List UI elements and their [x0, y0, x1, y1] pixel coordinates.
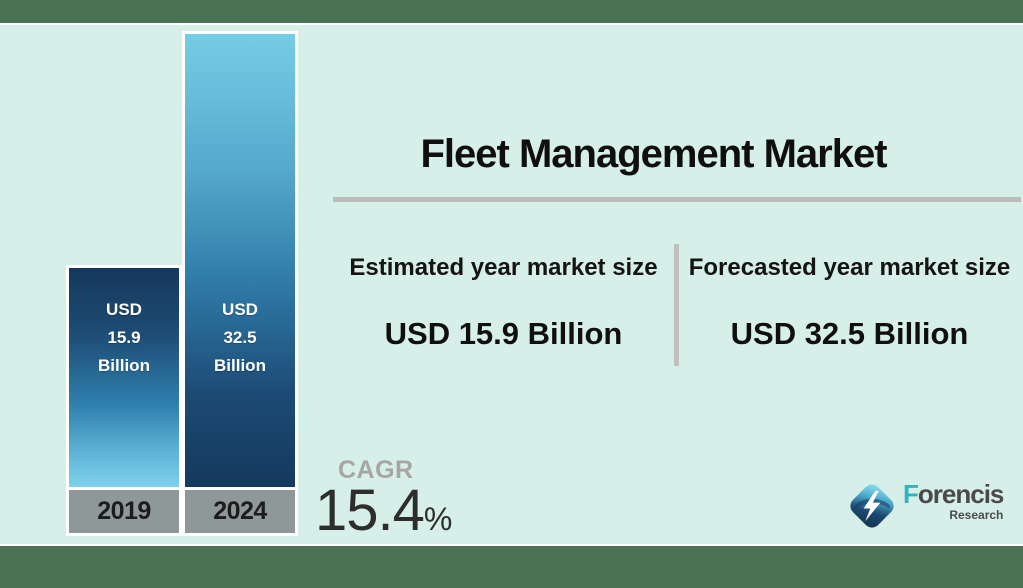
bar-2024 [182, 31, 298, 490]
cagr-label: CAGR [338, 456, 414, 484]
forecasted-heading: Forecasted year market size [688, 254, 1011, 281]
forecasted-value: USD 32.5 Billion [730, 316, 969, 351]
bar-2024-line1: USD [222, 300, 258, 319]
market-size-columns: Estimated year market size USD 15.9 Bill… [333, 240, 1020, 370]
bar-2019 [66, 265, 182, 490]
forecasted-column: Forecasted year market size USD 32.5 Bil… [679, 240, 1020, 370]
bar-2024-value-label: USD 32.5 Billion [182, 296, 298, 380]
cagr-value: 15.4% [315, 482, 452, 540]
brand-first-letter: F [903, 479, 919, 509]
cagr-percent-sign: % [423, 501, 453, 537]
axis-label-2019: 2019 [66, 487, 182, 536]
estimated-heading: Estimated year market size [349, 254, 658, 281]
bar-2019-line1: USD [106, 300, 142, 319]
forencis-logo-text: Forencis Research [903, 479, 1004, 522]
brand-rest: orencis [917, 479, 1004, 509]
page-title: Fleet Management Market [420, 132, 887, 176]
top-frame-strip [0, 0, 1023, 25]
bar-2019-value-label: USD 15.9 Billion [66, 296, 182, 380]
bottom-frame-strip [0, 544, 1023, 588]
estimated-value: USD 15.9 Billion [384, 316, 623, 351]
bar-2019-line2: 15.9 [107, 328, 141, 347]
brand-name: Forencis [903, 479, 1004, 509]
bar-2024-line3: Billion [214, 356, 266, 375]
estimated-column: Estimated year market size USD 15.9 Bill… [333, 240, 674, 370]
title-underline-rule [333, 197, 1021, 202]
cagr-number: 15.4 [315, 478, 425, 543]
bar-2019-line3: Billion [98, 356, 150, 375]
bar-2024-line2: 32.5 [223, 328, 257, 347]
forencis-logo: Forencis Research [845, 475, 1004, 537]
column-divider [674, 244, 679, 366]
forencis-diamond-icon [850, 484, 894, 528]
axis-label-2024: 2024 [182, 487, 298, 536]
brand-subtitle: Research [949, 508, 1004, 522]
